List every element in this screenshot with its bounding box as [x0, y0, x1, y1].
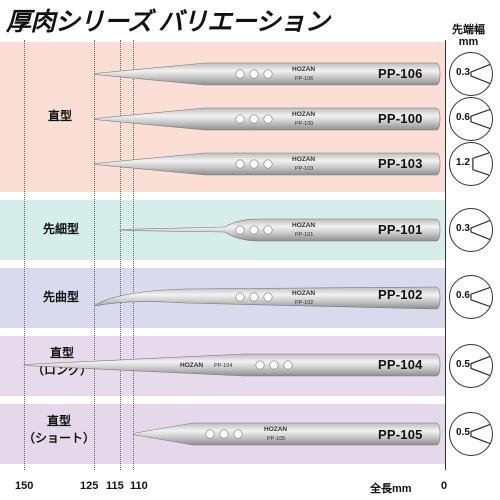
tip-diagram-pp-100: 0.6 — [449, 97, 493, 141]
engraved-model: PP-101 — [295, 232, 313, 238]
engraved-brand: HOZAN — [264, 426, 287, 433]
tip-width-header-label: 先端幅 — [452, 24, 485, 36]
model-label-pp-103: PP-103 — [378, 156, 423, 171]
tip-diagram-pp-103: 1.2 — [449, 142, 493, 186]
tip-width-value: 0.3 — [456, 223, 470, 234]
tweezer-hole — [249, 292, 259, 302]
tip-diagram-pp-104: 0.5 — [449, 344, 493, 388]
tweezer-body — [23, 353, 441, 377]
tip-width-value: 0.5 — [456, 427, 470, 438]
tweezer-hole — [233, 429, 243, 439]
axis-tick-150: 150 — [15, 480, 34, 492]
engraved-model: PP-105 — [267, 436, 285, 442]
tweezer-hole — [263, 69, 273, 79]
engraved-model: PP-100 — [295, 121, 313, 127]
tweezer-hole — [249, 225, 259, 235]
engraved-brand: HOZAN — [292, 66, 315, 73]
tip-diagram-pp-102: 0.6 — [449, 275, 493, 319]
engraved-model: PP-102 — [295, 300, 313, 306]
engraved-brand: HOZAN — [292, 290, 315, 297]
tip-width-header: 先端幅 mm — [437, 24, 500, 48]
tip-width-value: 1.2 — [456, 157, 470, 168]
group-label-straight: 直型 — [47, 109, 72, 123]
tweezer-hole — [235, 225, 245, 235]
tweezer-hole — [205, 429, 215, 439]
tip-width-value: 0.6 — [456, 112, 470, 123]
tweezer-pp-101: HOZAN PP-101 — [118, 215, 442, 245]
tip-width-value: 0.6 — [456, 290, 470, 301]
model-label-pp-106: PP-106 — [378, 66, 423, 81]
tweezer-hole — [263, 225, 273, 235]
group-label-short: 直型 （ショート） — [22, 414, 95, 445]
model-label-pp-100: PP-100 — [378, 111, 423, 126]
tweezer-hole — [249, 159, 259, 169]
axis-zero: 0 — [441, 480, 448, 492]
tweezer-hole — [249, 114, 259, 124]
tweezer-hole — [219, 429, 229, 439]
tweezer-hole — [263, 159, 273, 169]
tweezer-hole — [269, 360, 279, 370]
length-line-115 — [120, 40, 121, 470]
length-line-110 — [133, 40, 134, 470]
tweezer-body — [132, 422, 441, 446]
engraved-brand: HOZAN — [292, 222, 315, 229]
tweezer-hole — [235, 159, 245, 169]
tweezer-hole — [255, 360, 265, 370]
engraved-brand: HOZAN — [180, 362, 203, 369]
tip-diagram-pp-101: 0.3 — [449, 208, 493, 252]
engraved-model: PP-106 — [295, 76, 313, 82]
model-label-pp-105: PP-105 — [378, 427, 423, 442]
engraved-brand: HOZAN — [292, 156, 315, 163]
tweezer-hole — [249, 69, 259, 79]
length-line-125 — [94, 40, 95, 470]
tweezer-hole — [235, 69, 245, 79]
axis-tick-125: 125 — [80, 480, 99, 492]
tweezer-body — [119, 218, 441, 242]
tip-diagram-pp-106: 0.3 — [449, 52, 493, 96]
tweezer-hole — [235, 292, 245, 302]
tweezer-pp-105: HOZAN PP-105 — [131, 419, 442, 449]
length-line-150 — [24, 40, 25, 470]
tip-width-value: 0.5 — [456, 359, 470, 370]
tweezer-hole — [235, 114, 245, 124]
tweezer-pp-106: HOZAN PP-106 — [93, 59, 442, 89]
tweezer-hole — [263, 114, 273, 124]
group-label-fine: 先細型 — [42, 222, 79, 236]
engraved-model: PP-104 — [214, 363, 232, 369]
tweezer-pp-100: HOZAN PP-100 — [93, 104, 442, 134]
tweezer-hole — [263, 292, 273, 302]
tip-width-header-unit: mm — [458, 36, 479, 48]
tip-diagram-pp-105: 0.5 — [449, 412, 493, 456]
model-label-pp-104: PP-104 — [378, 357, 423, 372]
engraved-brand: HOZAN — [292, 111, 315, 118]
engraved-model: PP-103 — [295, 166, 313, 172]
length-line-zero — [445, 40, 446, 470]
axis-unit-label: 全長mm — [370, 483, 412, 495]
axis-tick-110: 110 — [130, 480, 148, 492]
tweezer-pp-104: HOZAN PP-104 — [22, 350, 442, 380]
axis-tick-115: 115 — [106, 480, 124, 492]
page-title: 厚肉シリーズ バリエーション — [6, 8, 330, 36]
model-label-pp-101: PP-101 — [378, 222, 423, 237]
group-label-bent: 先曲型 — [42, 290, 79, 304]
model-label-pp-102: PP-102 — [378, 287, 423, 302]
tweezer-pp-102: HOZAN PP-102 — [93, 283, 442, 313]
tip-width-value: 0.3 — [456, 67, 470, 78]
tweezer-hole — [283, 360, 293, 370]
tweezer-pp-103: HOZAN PP-103 — [93, 149, 442, 179]
